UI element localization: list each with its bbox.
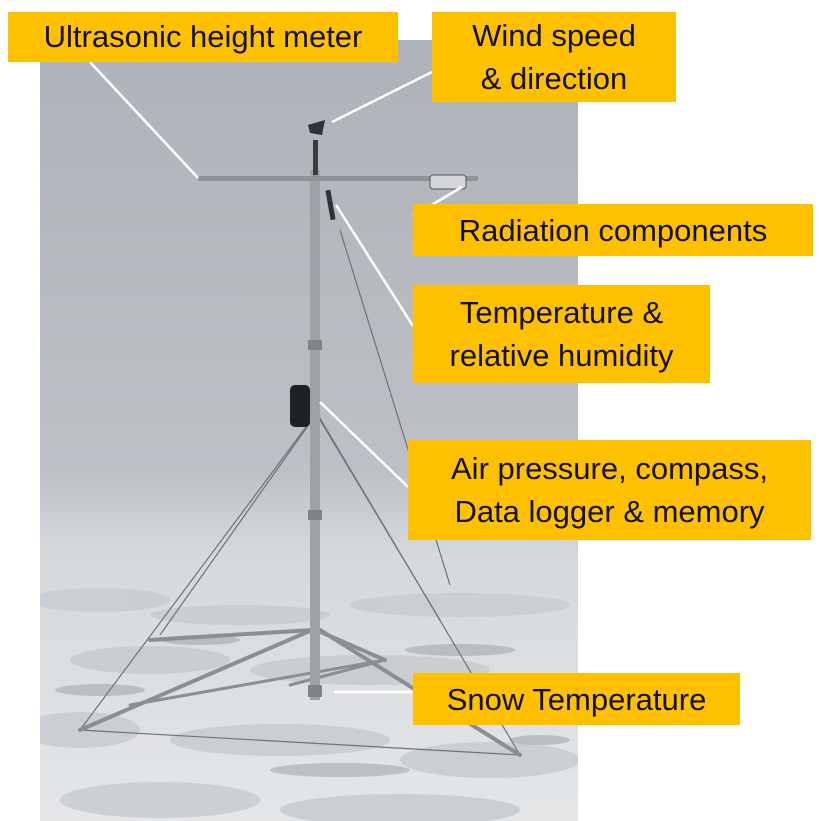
label-temperature-humidity: Temperature & relative humidity [413, 285, 710, 383]
temperature-sensor [325, 189, 336, 221]
label-wind-line-1: Wind speed [472, 18, 636, 53]
label-temperature-line-1: Temperature & [459, 295, 664, 330]
label-radiation-components: Radiation components [413, 204, 813, 256]
label-ultrasonic-text: Ultrasonic height meter [43, 19, 363, 54]
label-air-line-1: Air pressure, compass, [451, 451, 768, 486]
label-ultrasonic-height-meter: Ultrasonic height meter [8, 12, 398, 62]
label-air-line-2: Data logger & memory [454, 494, 765, 529]
cross-arm [198, 176, 478, 181]
label-wind-line-2: & direction [480, 61, 628, 96]
label-air-pressure-logger: Air pressure, compass, Data logger & mem… [408, 440, 811, 540]
anemometer [308, 120, 325, 175]
radiation-sensor [429, 174, 467, 190]
label-snow-text: Snow Temperature [446, 682, 707, 717]
mast [310, 170, 320, 700]
label-snow-temperature: Snow Temperature [413, 673, 740, 725]
label-wind-speed-direction: Wind speed & direction [432, 12, 676, 102]
label-radiation-text: Radiation components [458, 213, 768, 248]
data-logger-box [290, 385, 310, 427]
label-temperature-line-2: relative humidity [449, 338, 674, 373]
